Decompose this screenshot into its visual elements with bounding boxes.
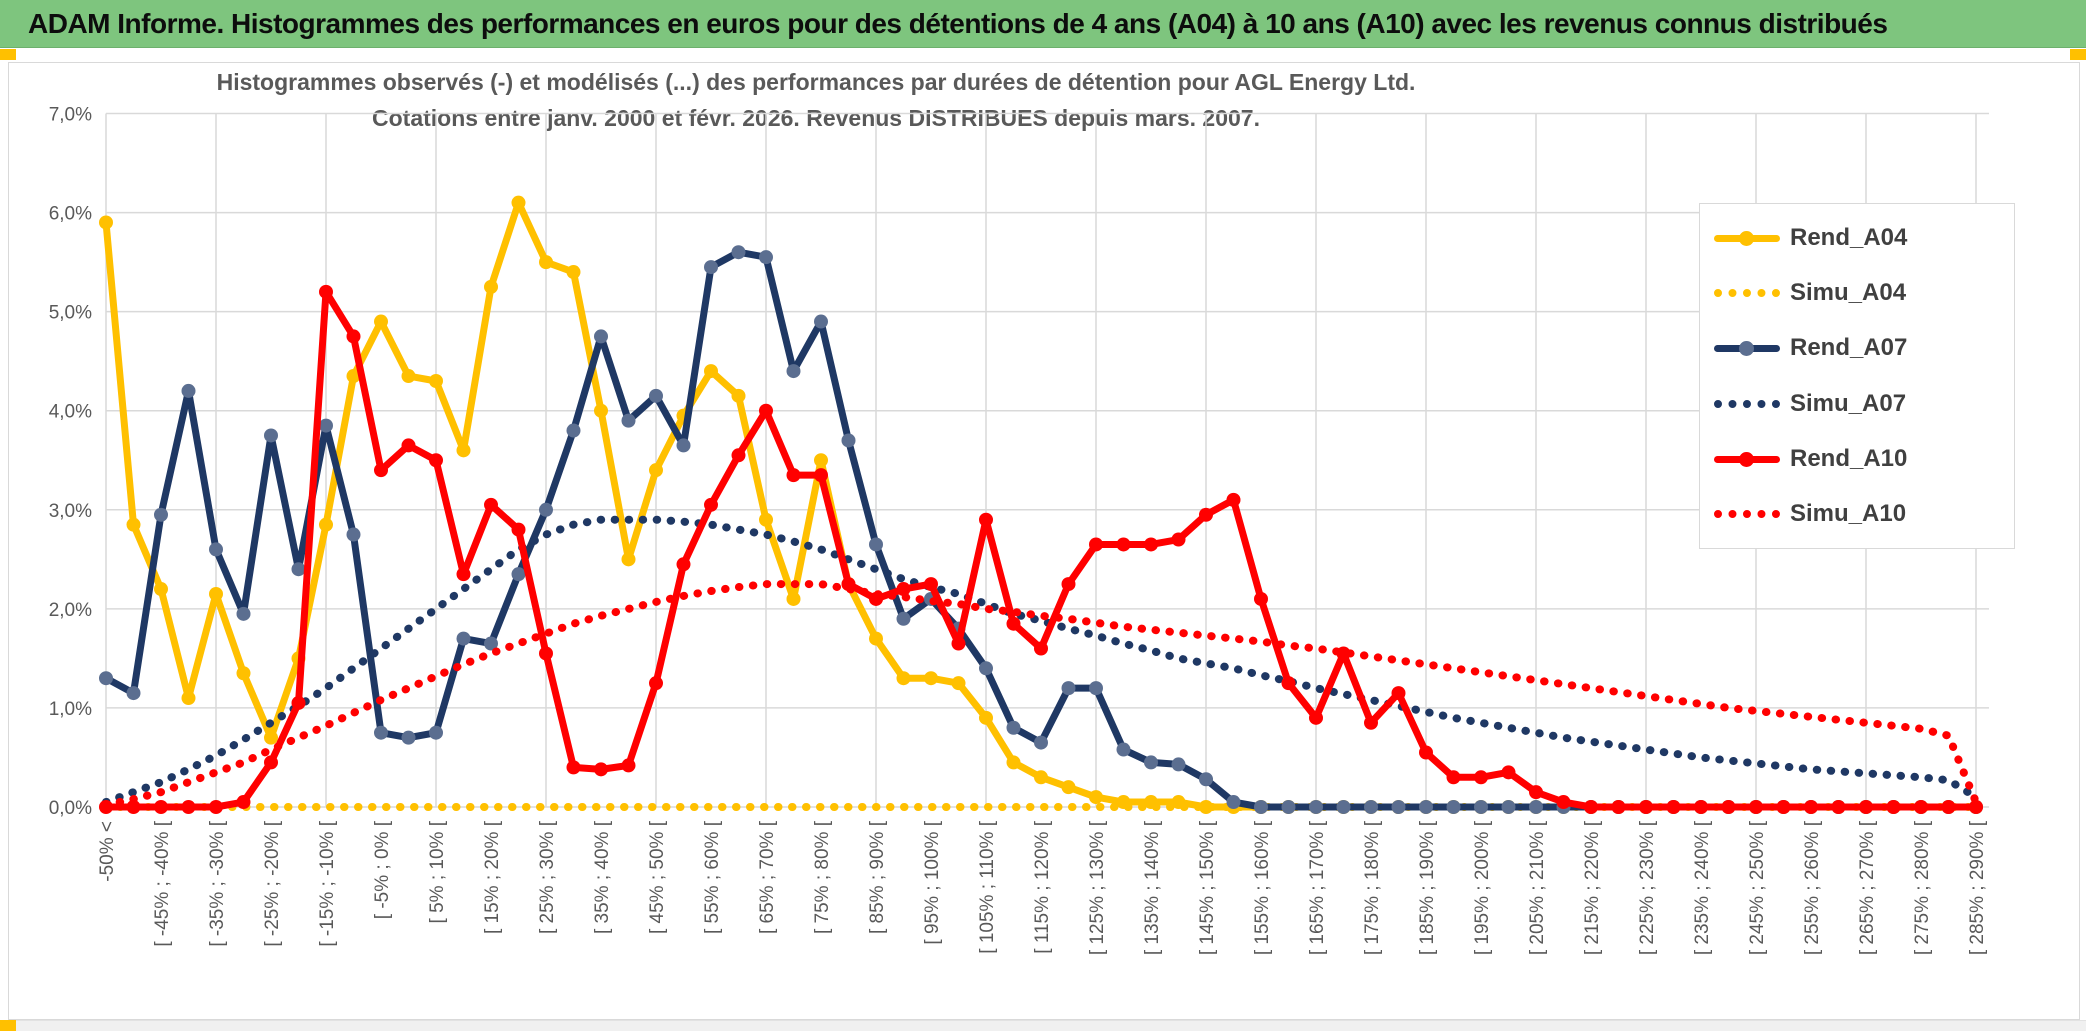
svg-text:4,0%: 4,0% <box>49 402 92 423</box>
svg-text:0,0%: 0,0% <box>49 798 92 819</box>
svg-text:[ 225% ; 230% [: [ 225% ; 230% [ <box>1637 820 1658 955</box>
simu-a10-dotted-icon <box>1714 506 1780 522</box>
simu-a04-dotted-icon <box>1714 285 1780 301</box>
svg-text:[ 195% ; 200% [: [ 195% ; 200% [ <box>1472 820 1493 955</box>
chart-canvas: 0,0% 1,0% 2,0% 3,0% 4,0% 5,0% 6,0% 7,0% -50% < [ … <box>49 105 1989 955</box>
svg-text:[ 155% ; 160% [: [ 155% ; 160% [ <box>1252 820 1273 955</box>
svg-text:[ 265% ; 270% [: [ 265% ; 270% [ <box>1857 820 1878 955</box>
x-axis-labels: -50% < [ -45% ; -40% [ [ -35% ; -30% [ [ -2… <box>97 820 1988 955</box>
svg-text:[ 285% ; 290% [: [ 285% ; 290% [ <box>1967 820 1988 955</box>
svg-text:[ 115% ; 120% [: [ 115% ; 120% [ <box>1032 820 1053 953</box>
svg-text:7,0%: 7,0% <box>49 105 92 126</box>
svg-text:[ 245% ; 250% [: [ 245% ; 250% [ <box>1747 820 1768 955</box>
legend-item-rend-a07[interactable]: Rend_A07 <box>1714 334 2014 362</box>
chart-card: Histogrammes observés (-) et modélisés (… <box>8 62 2080 1020</box>
svg-text:[ -25% ; -20% [: [ -25% ; -20% [ <box>262 820 283 946</box>
svg-text:[ 25% ; 30% [: [ 25% ; 30% [ <box>537 820 558 934</box>
svg-text:[ 55% ; 60% [: [ 55% ; 60% [ <box>702 820 723 934</box>
svg-text:[ 175% ; 180% [: [ 175% ; 180% [ <box>1362 820 1383 955</box>
svg-text:3,0%: 3,0% <box>49 501 92 522</box>
svg-text:6,0%: 6,0% <box>49 204 92 225</box>
legend-item-simu-a04[interactable]: Simu_A04 <box>1714 279 2014 307</box>
series-Simu_A07 <box>102 515 1980 807</box>
svg-text:[ 35% ; 40% [: [ 35% ; 40% [ <box>592 820 613 934</box>
chart-subtitle: Cotations entre janv. 2000 et févr. 2026… <box>372 105 1260 131</box>
svg-text:[ 205% ; 210% [: [ 205% ; 210% [ <box>1527 820 1548 955</box>
svg-text:[ 235% ; 240% [: [ 235% ; 240% [ <box>1692 820 1713 955</box>
svg-text:[ 255% ; 260% [: [ 255% ; 260% [ <box>1802 820 1823 955</box>
accent-square-top-left <box>0 49 16 60</box>
svg-text:[ 105% ; 110% [: [ 105% ; 110% [ <box>977 820 998 953</box>
svg-text:[ 65% ; 70% [: [ 65% ; 70% [ <box>757 820 778 934</box>
rend-a04-line-icon <box>1714 230 1780 246</box>
chart-title: Histogrammes observés (-) et modélisés (… <box>216 69 1416 95</box>
page-title: ADAM Informe. Histogrammes des performan… <box>28 7 1888 39</box>
svg-text:[ -45% ; -40% [: [ -45% ; -40% [ <box>152 820 173 946</box>
svg-text:-50% <: -50% < <box>97 821 118 882</box>
svg-text:[ 85% ; 90% [: [ 85% ; 90% [ <box>867 820 888 934</box>
svg-text:[ -35% ; -30% [: [ -35% ; -30% [ <box>207 820 228 946</box>
svg-text:[ 45% ; 50% [: [ 45% ; 50% [ <box>647 820 668 934</box>
legend-item-rend-a04[interactable]: Rend_A04 <box>1714 224 2014 252</box>
legend-item-simu-a07[interactable]: Simu_A07 <box>1714 390 2014 418</box>
rend-a10-line-icon <box>1714 451 1780 467</box>
bottom-strip <box>0 1020 2086 1031</box>
chart-legend: Rend_A04 Simu_A04 Rend_A07 Simu_A07 Rend… <box>1699 203 2015 549</box>
simu-a07-dotted-icon <box>1714 396 1780 412</box>
svg-text:[ 15% ; 20% [: [ 15% ; 20% [ <box>482 820 503 934</box>
svg-text:[ 5% ; 10% [: [ 5% ; 10% [ <box>427 820 448 923</box>
accent-square-top-right <box>2070 49 2086 60</box>
svg-text:[ -5% ; 0% [: [ -5% ; 0% [ <box>372 820 393 919</box>
accent-square-bottom-left <box>0 1020 16 1031</box>
series-Simu_A10 <box>102 580 1980 810</box>
legend-item-simu-a10[interactable]: Simu_A10 <box>1714 500 2014 528</box>
svg-text:1,0%: 1,0% <box>49 699 92 720</box>
svg-text:5,0%: 5,0% <box>49 303 92 324</box>
svg-text:2,0%: 2,0% <box>49 600 92 621</box>
rend-a07-line-icon <box>1714 340 1780 357</box>
title-bar: ADAM Informe. Histogrammes des performan… <box>0 0 2086 48</box>
svg-text:[ 215% ; 220% [: [ 215% ; 220% [ <box>1582 820 1603 955</box>
svg-text:[ 275% ; 280% [: [ 275% ; 280% [ <box>1912 820 1933 955</box>
svg-text:[ 75% ; 80% [: [ 75% ; 80% [ <box>812 820 833 934</box>
svg-text:[ 95% ; 100% [: [ 95% ; 100% [ <box>922 820 943 944</box>
svg-text:[ 125% ; 130% [: [ 125% ; 130% [ <box>1087 820 1108 955</box>
svg-text:[ 135% ; 140% [: [ 135% ; 140% [ <box>1142 820 1163 955</box>
y-axis-labels: 0,0% 1,0% 2,0% 3,0% 4,0% 5,0% 6,0% 7,0% <box>49 105 92 819</box>
svg-text:[ -15% ; -10% [: [ -15% ; -10% [ <box>317 820 338 946</box>
legend-item-rend-a10[interactable]: Rend_A10 <box>1714 445 2014 473</box>
svg-text:[ 165% ; 170% [: [ 165% ; 170% [ <box>1307 820 1328 955</box>
svg-text:[ 145% ; 150% [: [ 145% ; 150% [ <box>1197 820 1218 955</box>
svg-text:[ 185% ; 190% [: [ 185% ; 190% [ <box>1417 820 1438 955</box>
